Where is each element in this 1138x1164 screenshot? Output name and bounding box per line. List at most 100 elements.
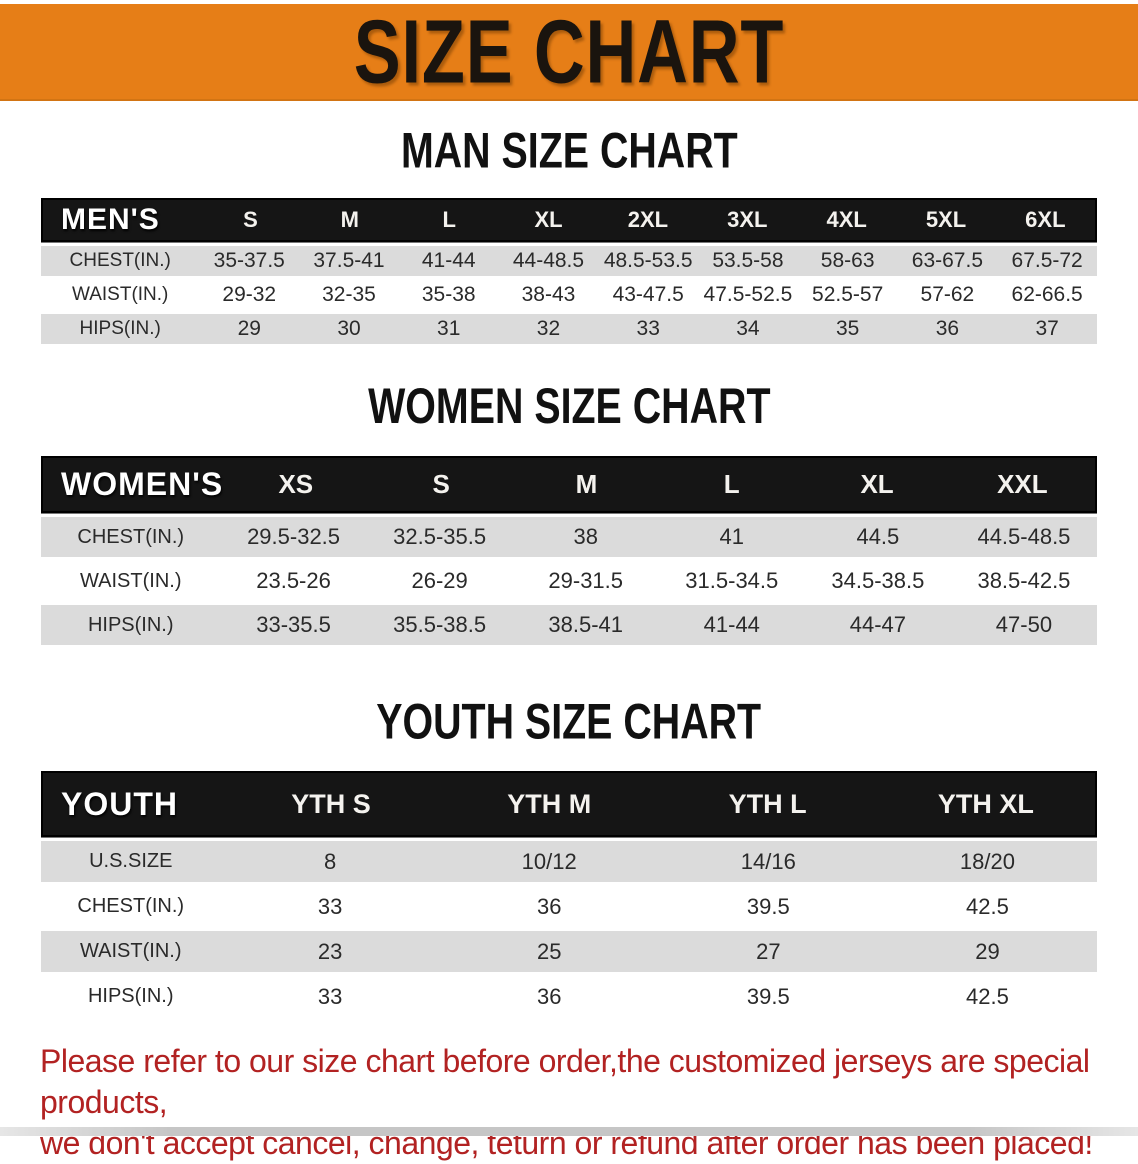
size-value: 10/12: [521, 848, 577, 874]
size-column-header: S: [432, 469, 450, 499]
size-value: 32.5-35.5: [393, 524, 487, 549]
size-value: 39.5: [746, 893, 790, 919]
size-column-header: YTH XL: [937, 788, 1034, 819]
size-column-header: 3XL: [727, 207, 768, 232]
mens-section-heading: MAN SIZE CHART: [0, 123, 1138, 180]
size-value: 35: [835, 317, 860, 340]
size-value: 29-31.5: [548, 568, 624, 593]
size-value: 35-37.5: [213, 249, 285, 272]
size-value: 32-35: [322, 283, 376, 306]
row-label: WAIST(IN.): [80, 569, 182, 592]
size-value: 33: [317, 983, 343, 1009]
size-value: 38-43: [521, 283, 576, 306]
size-value: 62-66.5: [1011, 283, 1083, 306]
row-label: HIPS(IN.): [87, 613, 174, 636]
womens-section-heading: WOMEN SIZE CHART: [0, 378, 1138, 435]
size-value: 57-62: [920, 283, 975, 306]
size-value: 58-63: [820, 249, 875, 272]
size-value: 34: [736, 317, 760, 340]
row-label: WAIST(IN.): [80, 940, 182, 962]
row-label: HIPS(IN.): [87, 985, 174, 1007]
size-column-header: XL: [860, 469, 894, 499]
size-value: 42.5: [966, 893, 1009, 919]
size-value: 37.5-41: [313, 249, 385, 272]
youth-section-heading: YOUTH SIZE CHART: [0, 694, 1138, 751]
size-column-header: M: [340, 207, 359, 232]
row-label: CHEST(IN.): [69, 250, 171, 271]
size-column-header: M: [575, 469, 598, 499]
size-value: 33-35.5: [256, 612, 331, 637]
size-value: 34.5-38.5: [831, 568, 925, 593]
table-row: CHEST(IN.) 35-37.5 37.5-41 41-44 44-48.5 48.5…: [41, 246, 1097, 276]
row-label: CHEST(IN.): [77, 525, 185, 548]
size-value: 47-50: [995, 612, 1053, 637]
size-value: 63-67.5: [911, 249, 984, 272]
size-value: 43-47.5: [612, 283, 684, 306]
size-value: 29.5-32.5: [247, 524, 341, 549]
size-value: 32: [536, 317, 561, 340]
size-column-header: 6XL: [1025, 207, 1066, 232]
row-label: WAIST(IN.): [71, 284, 169, 305]
size-column-header: 4XL: [826, 207, 867, 232]
size-value: 14/16: [740, 848, 796, 874]
size-column-header: XL: [534, 207, 563, 232]
table-title: MEN'S: [61, 203, 160, 236]
size-value: 31.5-34.5: [685, 568, 779, 593]
disclaimer-line-1: Please refer to our size chart before or…: [40, 1043, 1090, 1120]
size-chart-banner: SIZE CHART: [0, 0, 1138, 101]
row-label: U.S.SIZE: [89, 850, 173, 872]
size-column-header: XS: [278, 469, 314, 499]
size-value: 33: [317, 893, 343, 919]
size-value: 30: [337, 317, 361, 340]
size-value: 23.5-26: [256, 568, 331, 593]
size-value: 44.5-48.5: [977, 524, 1071, 549]
youth-section-heading-text: YOUTH SIZE CHART: [376, 694, 762, 751]
size-column-header: YTH L: [728, 788, 807, 819]
size-value: 41-44: [703, 612, 760, 637]
table-row: U.S.SIZE 8 10/12 14/16 18/20: [41, 841, 1097, 882]
size-value: 38.5-42.5: [977, 568, 1071, 593]
size-value: 35-38: [421, 283, 476, 306]
table-title: WOMEN'S: [61, 466, 224, 502]
row-label: CHEST(IN.): [77, 895, 185, 917]
row-label: HIPS(IN.): [79, 318, 161, 339]
size-column-header: 2XL: [627, 207, 669, 232]
table-row: WAIST(IN.) 29-32 32-35 35-38 38-43 43-47.5 47.…: [41, 280, 1097, 310]
size-value: 44-48.5: [512, 249, 585, 272]
mens-size-section: MAN SIZE CHART MEN'S S M L XL 2XL 3XL 4XL 5XL 6XL…: [0, 123, 1138, 344]
size-column-header: XXL: [997, 469, 1048, 499]
size-value: 29-32: [222, 283, 277, 306]
womens-section-heading-text: WOMEN SIZE CHART: [367, 378, 771, 435]
table-title: YOUTH: [61, 785, 178, 822]
womens-size-table: WOMEN'S XS S M L XL XXL CHEST(IN.) 29.5-32.5 32.5…: [41, 456, 1097, 645]
table-row: HIPS(IN.) 33 36 39.5 42.5: [41, 976, 1097, 1017]
size-column-header: L: [723, 469, 740, 499]
table-row: CHEST(IN.) 29.5-32.5 32.5-35.5 38 41 44.5 44.5…: [41, 517, 1097, 557]
size-value: 67.5-72: [1011, 249, 1083, 272]
table-row: HIPS(IN.) 29 30 31 32 33 34 35 36 37: [41, 314, 1097, 344]
table-row: WAIST(IN.) 23 25 27 29: [41, 931, 1097, 972]
mens-section-heading-text: MAN SIZE CHART: [400, 123, 738, 180]
size-column-header: YTH S: [291, 788, 371, 819]
size-value: 31: [437, 317, 461, 340]
size-value: 8: [323, 848, 337, 874]
table-row: CHEST(IN.) 33 36 39.5 42.5: [41, 886, 1097, 927]
size-value: 44.5: [856, 524, 900, 549]
disclaimer-text: Please refer to our size chart before or…: [40, 1041, 1100, 1164]
size-value: 39.5: [746, 983, 790, 1009]
size-value: 23: [317, 938, 343, 964]
size-value: 27: [756, 938, 781, 964]
size-column-header: 5XL: [925, 207, 967, 232]
table-header-row: YOUTH YTH S YTH M YTH L YTH XL: [41, 771, 1097, 837]
size-column-header: L: [442, 207, 456, 232]
size-value: 53.5-58: [712, 249, 784, 272]
womens-size-section: WOMEN SIZE CHART WOMEN'S XS S M L XL XXL CHEST(…: [0, 378, 1138, 645]
size-value: 18/20: [959, 848, 1015, 874]
table-header-row: WOMEN'S XS S M L XL XXL: [41, 456, 1097, 513]
size-value: 35.5-38.5: [393, 612, 487, 637]
mens-size-table: MEN'S S M L XL 2XL 3XL 4XL 5XL 6XL CHEST(IN.) 35-37…: [41, 198, 1097, 344]
size-value: 36: [536, 893, 562, 919]
size-value: 42.5: [966, 983, 1009, 1009]
size-value: 37: [1035, 317, 1059, 340]
size-column-header: S: [243, 207, 258, 232]
